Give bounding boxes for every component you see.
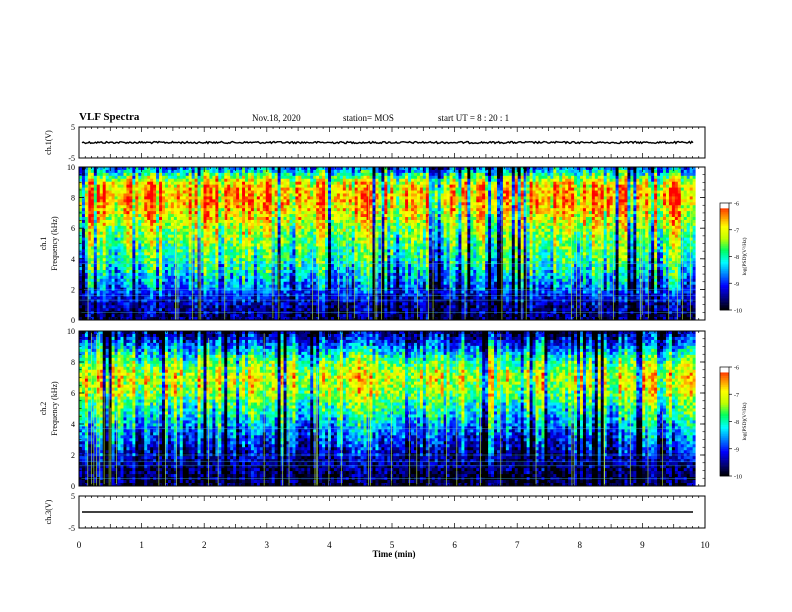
no-data-strip	[695, 167, 705, 320]
y-tick-label: 10	[67, 327, 75, 336]
x-tick-label: 8	[578, 540, 583, 550]
y-tick-label: 5	[71, 492, 75, 501]
ch1-spectrogram-ylabel-main: Frequency (kHz)	[50, 216, 59, 271]
ch1-waveform-line	[81, 140, 694, 145]
x-tick-label: 7	[515, 540, 520, 550]
colorbar-tick-label: -7	[734, 393, 739, 399]
x-tick-label: 1	[139, 540, 144, 550]
x-tick-label: 2	[202, 540, 207, 550]
y-tick-label: 6	[71, 389, 75, 398]
colorbar-label: log(PSD)(V²/Hz)	[741, 237, 748, 275]
y-tick-label: 6	[71, 224, 75, 233]
x-tick-label: 5	[390, 540, 395, 550]
colorbar-tick-label: -10	[734, 475, 742, 481]
chart-title: VLF Spectra	[79, 111, 139, 123]
x-tick-label: 3	[265, 540, 270, 550]
colorbar-tick-label: -8	[734, 420, 739, 426]
y-tick-label: 2	[71, 285, 75, 294]
y-tick-label: -5	[68, 524, 75, 533]
ch1-spectrogram-ylabel-channel: ch.1	[39, 237, 48, 251]
y-tick-label: 5	[71, 123, 75, 132]
colorbar-tick-label: -10	[734, 309, 742, 315]
y-tick-label: 0	[71, 316, 75, 325]
colorbar-tick-label: -8	[734, 255, 739, 261]
ch1-spectrogram-image	[79, 167, 697, 321]
x-tick-label: 6	[452, 540, 457, 550]
colorbar-tick-label: -7	[734, 228, 739, 234]
ch2-spectrogram-ylabel-channel: ch.2	[39, 402, 48, 416]
colorbar-2	[720, 367, 729, 477]
y-tick-label: 2	[71, 451, 75, 460]
x-axis-label: Time (min)	[372, 549, 415, 559]
y-tick-label: 10	[67, 163, 75, 172]
ch3-waveform-ylabel: ch.3(V)	[44, 499, 53, 524]
y-tick-label: 4	[71, 255, 75, 264]
y-tick-label: 4	[71, 420, 75, 429]
ch1-waveform-ylabel: ch.1(V)	[44, 130, 53, 155]
start-ut-label: start UT = 8 : 20 : 1	[438, 113, 509, 123]
colorbar-tick-label: -9	[734, 282, 739, 288]
no-data-strip	[695, 331, 705, 486]
y-tick-label: 8	[71, 358, 75, 367]
ch2-spectrogram-ylabel-main: Frequency (kHz)	[50, 381, 59, 436]
colorbar-tick-label: -9	[734, 447, 739, 453]
y-tick-label: 8	[71, 194, 75, 203]
y-tick-label: -5	[68, 154, 75, 163]
date-label: Nov.18, 2020	[252, 113, 301, 123]
colorbar-tick-label: -6	[734, 366, 739, 372]
colorbar-1	[720, 203, 729, 311]
ch2-spectrogram-image	[79, 331, 697, 487]
colorbar-tick-label: -6	[734, 202, 739, 208]
x-tick-label: 0	[77, 540, 82, 550]
station-label: station= MOS	[343, 113, 394, 123]
colorbar-label: log(PSD)(V²/Hz)	[741, 402, 748, 440]
y-tick-label: 0	[71, 482, 75, 491]
x-tick-label: 10	[701, 540, 711, 550]
x-tick-label: 9	[640, 540, 645, 550]
x-tick-label: 4	[327, 540, 332, 550]
